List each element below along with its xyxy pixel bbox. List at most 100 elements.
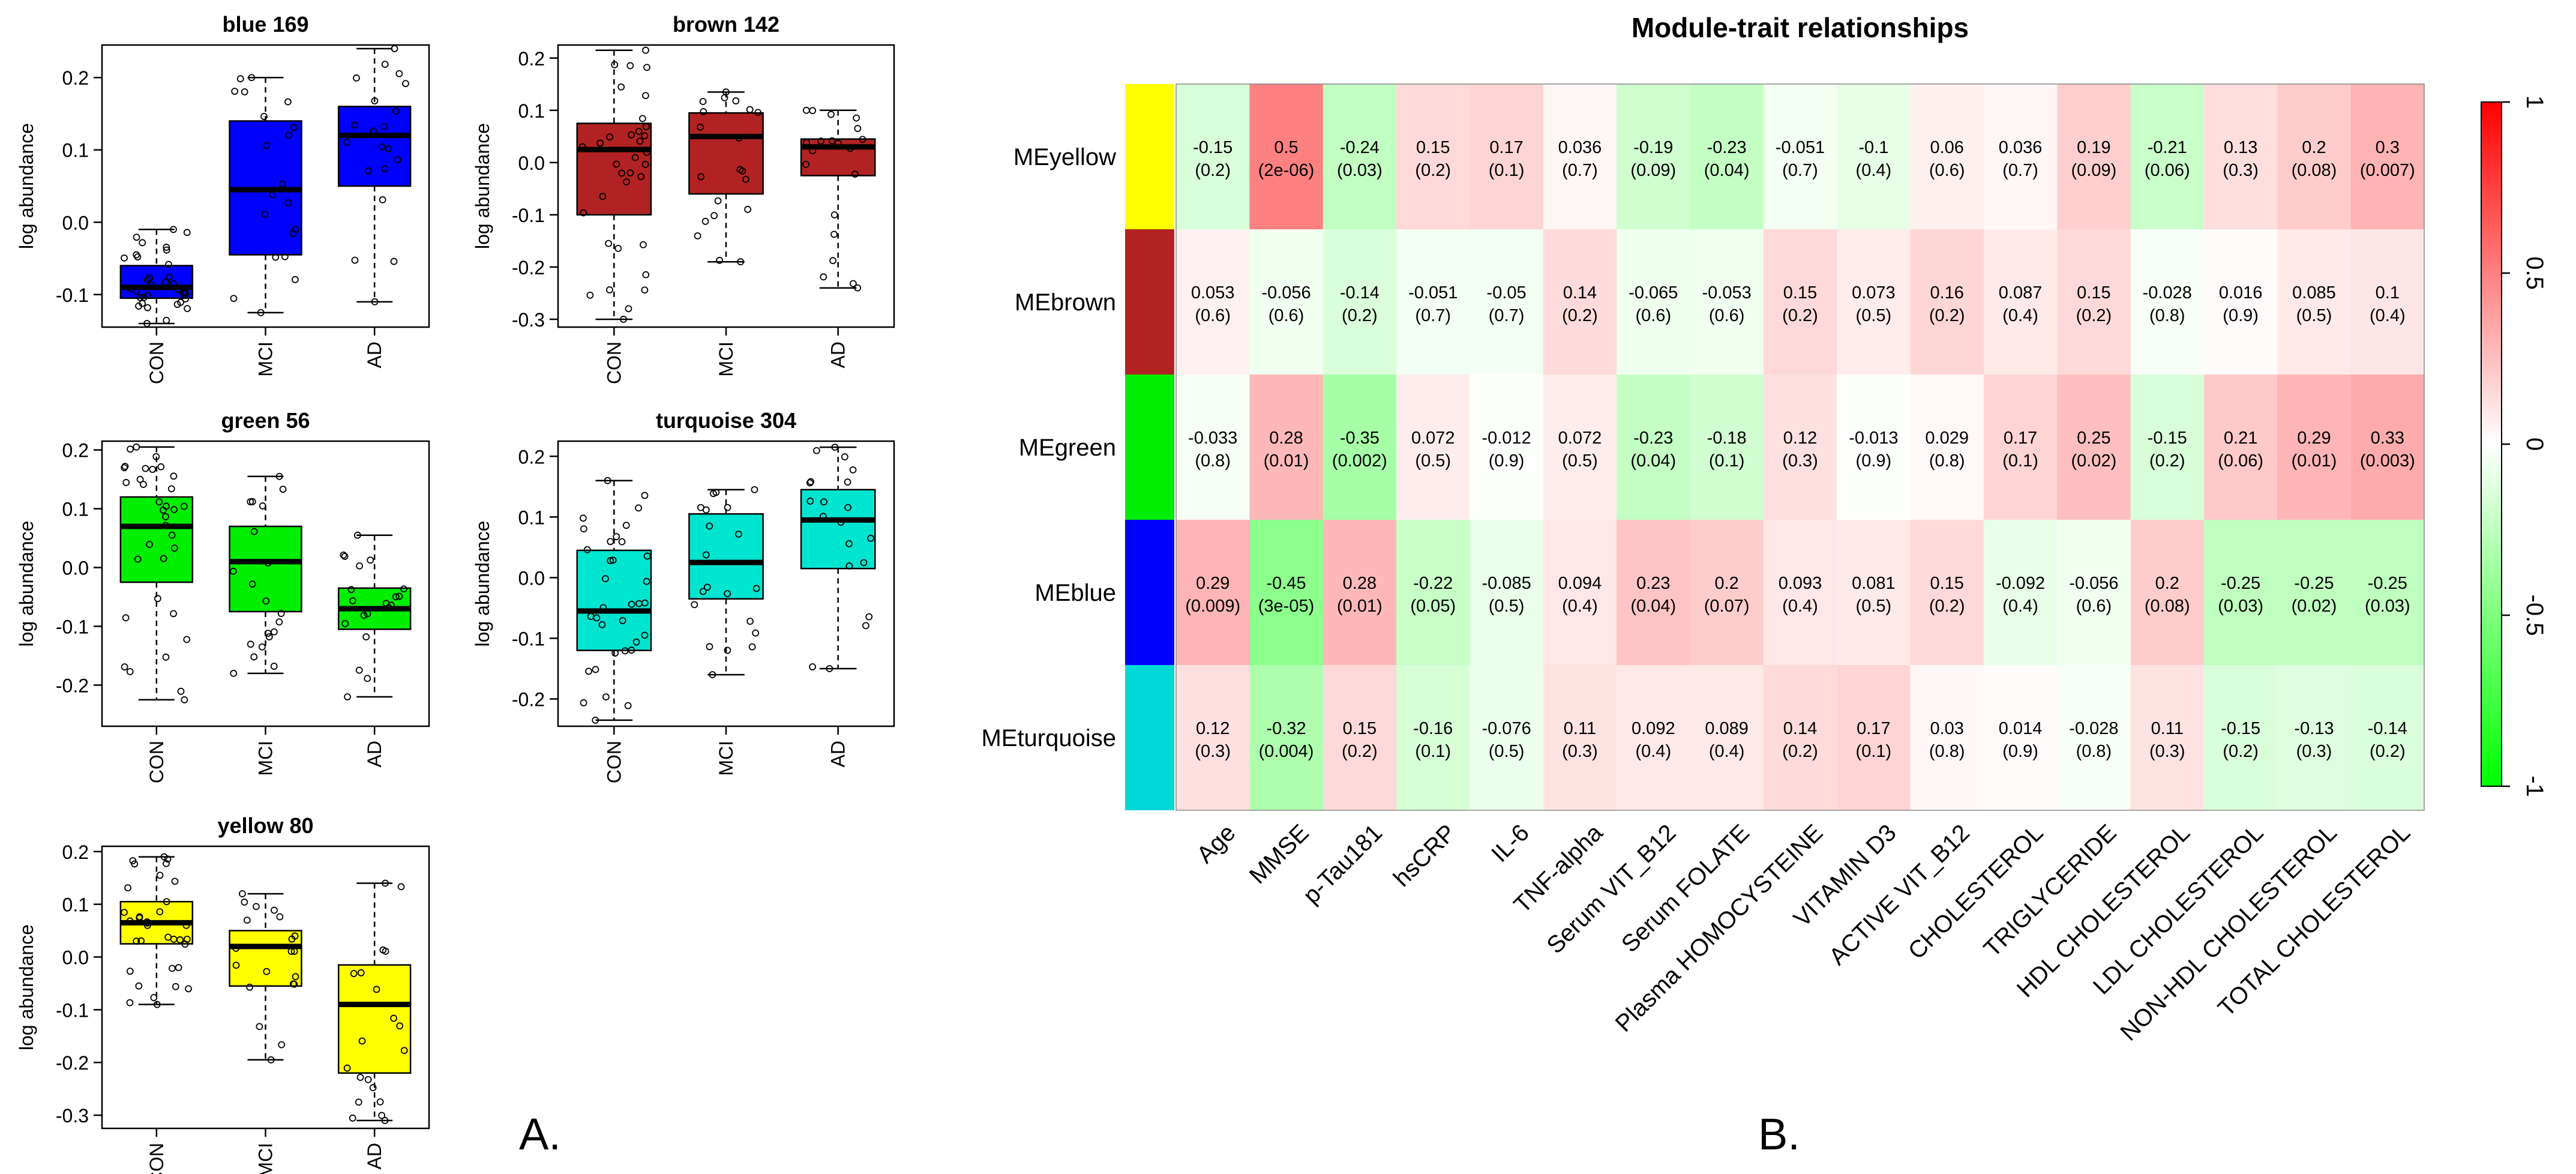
sample-point	[168, 965, 176, 972]
sample-point	[140, 294, 148, 301]
sample-point	[168, 531, 176, 539]
cell-fill	[1690, 229, 1764, 375]
cell-fill	[1837, 229, 1911, 375]
sample-point	[709, 490, 717, 498]
cell-pvalue: (0.06)	[2218, 451, 2263, 471]
sample-point	[641, 132, 649, 140]
colorbar-tick-label: 0	[2521, 438, 2548, 451]
sample-point	[162, 513, 169, 520]
cell-value: 0.087	[1999, 283, 2043, 303]
cell-value: -0.056	[2069, 574, 2118, 593]
cell-fill	[1837, 375, 1911, 520]
cell-value: 0.13	[2224, 138, 2257, 157]
cell-pvalue: (0.6)	[1929, 161, 1965, 180]
cell-fill	[1176, 84, 1250, 230]
heatmap-cell: 0.15 (0.2)	[1396, 84, 1470, 230]
cell-value: 0.21	[2224, 429, 2257, 448]
sample-point	[402, 80, 409, 88]
module-color-strip	[1125, 84, 1174, 229]
sample-point	[865, 613, 873, 621]
sample-point	[854, 125, 862, 132]
cell-pvalue: (0.2)	[2076, 306, 2112, 325]
sample-point	[177, 687, 185, 695]
sample-point	[831, 444, 839, 451]
cell-pvalue: (0.5)	[1856, 597, 1892, 616]
heatmap-cell: 0.14 (0.2)	[1543, 229, 1617, 375]
cell-pvalue: (0.2)	[1195, 161, 1231, 180]
sample-point	[748, 643, 756, 651]
sample-point	[347, 586, 355, 594]
x-tick-label: AD	[827, 342, 849, 368]
cell-value: -0.028	[2143, 283, 2192, 303]
sample-point	[637, 173, 645, 181]
sample-point	[626, 169, 634, 177]
cell-fill	[1910, 665, 1984, 811]
y-axis-label: log abundance	[16, 123, 37, 249]
sample-point	[341, 553, 349, 560]
sample-point	[277, 610, 285, 617]
sample-point	[153, 1001, 161, 1008]
colorbar-tick-label: -0.5	[2521, 595, 2548, 636]
sample-point	[862, 622, 869, 630]
cell-fill	[1763, 520, 1837, 666]
y-tick-label: -0.1	[56, 616, 89, 638]
sample-point	[378, 1112, 386, 1119]
cell-pvalue: (0.7)	[2002, 161, 2038, 180]
sample-point	[160, 555, 167, 562]
sample-point	[691, 601, 698, 609]
cell-fill	[1396, 520, 1470, 666]
x-tick-label: CON	[146, 342, 167, 384]
cell-fill	[1543, 84, 1617, 230]
box-CON	[576, 46, 652, 323]
row-label-MEyellow: MEyellow	[1013, 144, 1116, 170]
sample-point	[849, 280, 857, 287]
sample-point	[699, 98, 707, 106]
heatmap-cell: -0.028 (0.8)	[2130, 229, 2205, 375]
heatmap-cell: 0.092 (0.4)	[1617, 665, 1690, 811]
sample-point	[144, 304, 151, 312]
sample-point	[230, 295, 238, 303]
heatmap-cell: 0.19 (0.09)	[2057, 84, 2131, 230]
cell-value: 0.1	[2376, 283, 2400, 303]
cell-pvalue: (0.5)	[1415, 451, 1451, 471]
heatmap-cell: -0.051 (0.7)	[1396, 229, 1470, 375]
sample-point	[263, 142, 271, 149]
cell-fill	[1249, 84, 1324, 230]
sample-point	[631, 154, 639, 161]
cell-fill	[1249, 665, 1324, 811]
sample-point	[170, 610, 177, 618]
sample-point	[605, 239, 613, 247]
sample-point	[599, 604, 607, 612]
sample-point	[156, 908, 164, 916]
sample-point	[136, 913, 143, 921]
sample-point	[238, 890, 246, 897]
sample-point	[860, 559, 868, 567]
cell-value: -0.05	[1487, 283, 1527, 303]
sample-point	[593, 614, 601, 622]
cell-fill	[1323, 229, 1397, 375]
cell-fill	[2203, 375, 2278, 520]
y-axis-label: log abundance	[16, 924, 37, 1050]
cell-fill	[2130, 229, 2205, 375]
sample-point	[844, 504, 851, 511]
heatmap-cell: 0.12 (0.3)	[1176, 665, 1250, 811]
y-tick-label: -0.1	[512, 205, 545, 226]
sample-point	[355, 666, 363, 674]
y-tick-label: 0.2	[518, 48, 545, 70]
boxplot-title: blue 169	[222, 12, 308, 37]
sample-point	[619, 617, 626, 624]
cell-pvalue: (0.6)	[1635, 306, 1671, 325]
sample-point	[290, 948, 298, 955]
sample-point	[617, 83, 625, 91]
sample-point	[611, 649, 619, 657]
sample-point	[149, 466, 157, 473]
sample-point	[163, 316, 170, 324]
cell-value: 0.29	[1196, 574, 1229, 593]
sample-point	[259, 502, 266, 510]
heatmap-cell: 0.28 (0.01)	[1323, 520, 1397, 666]
sample-point	[735, 134, 743, 142]
sample-point	[746, 618, 754, 625]
sample-point	[275, 618, 283, 626]
box-AD	[337, 531, 412, 700]
box-MCI	[688, 486, 764, 678]
